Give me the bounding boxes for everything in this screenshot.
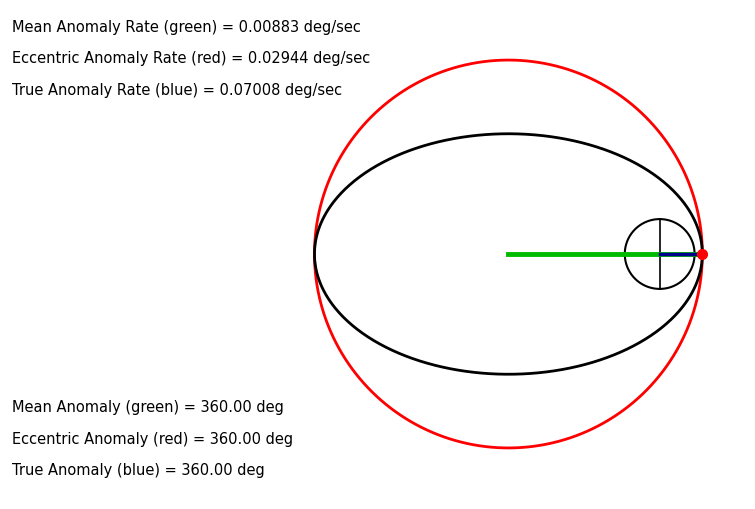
- Text: Mean Anomaly (green) = 360.00 deg: Mean Anomaly (green) = 360.00 deg: [11, 400, 284, 415]
- Text: Eccentric Anomaly Rate (red) = 0.02944 deg/sec: Eccentric Anomaly Rate (red) = 0.02944 d…: [11, 51, 370, 66]
- Text: Mean Anomaly Rate (green) = 0.00883 deg/sec: Mean Anomaly Rate (green) = 0.00883 deg/…: [11, 20, 360, 35]
- Text: True Anomaly Rate (blue) = 0.07008 deg/sec: True Anomaly Rate (blue) = 0.07008 deg/s…: [11, 83, 342, 98]
- Text: True Anomaly (blue) = 360.00 deg: True Anomaly (blue) = 360.00 deg: [11, 463, 264, 477]
- Text: Eccentric Anomaly (red) = 360.00 deg: Eccentric Anomaly (red) = 360.00 deg: [11, 431, 293, 446]
